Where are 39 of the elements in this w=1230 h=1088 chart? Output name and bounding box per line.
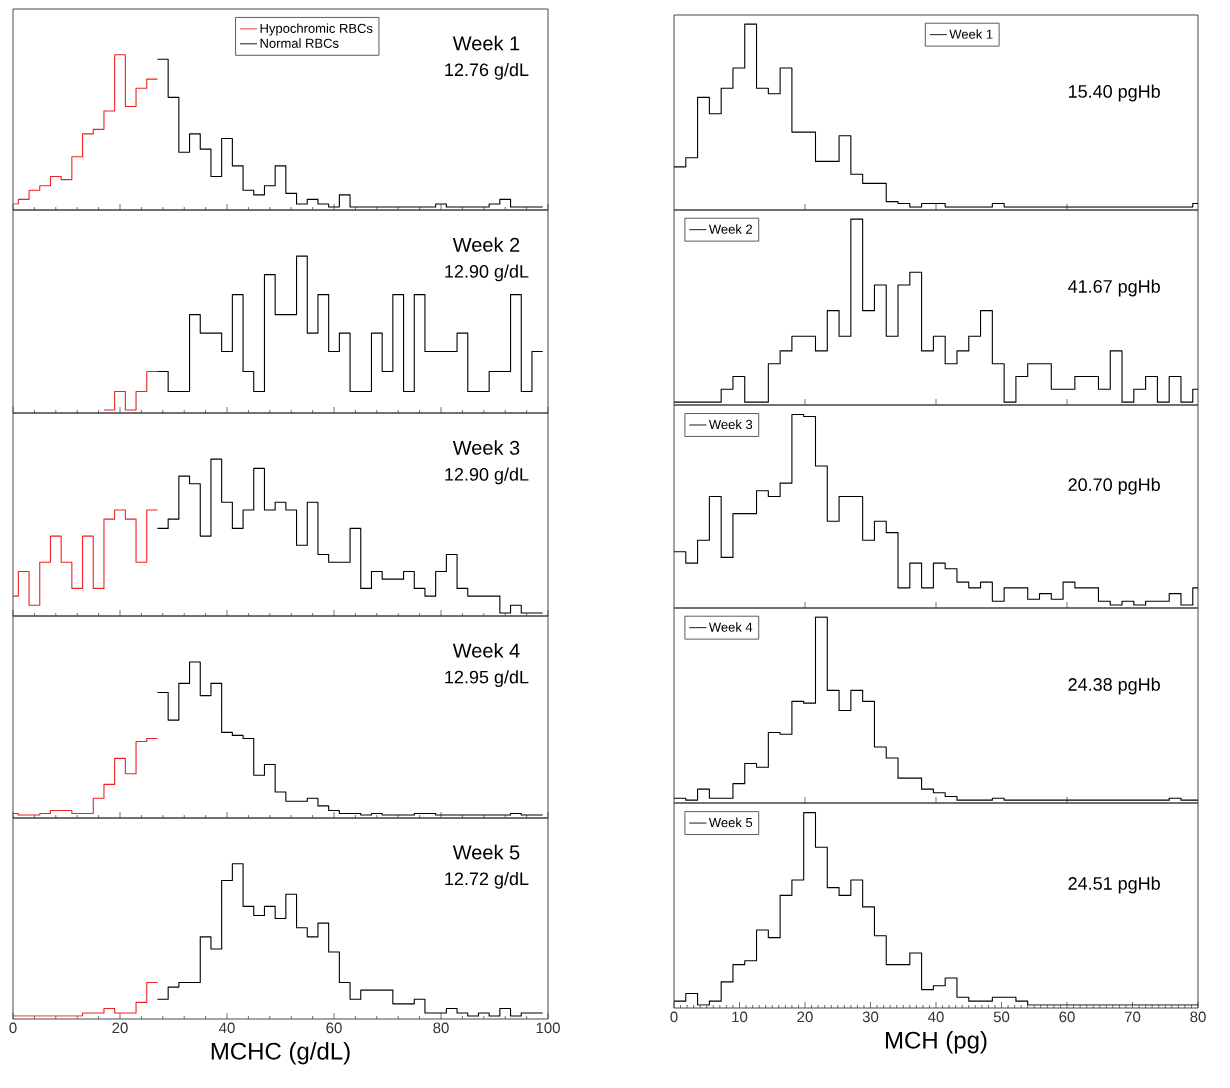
legend-label: Week 1 (949, 29, 993, 39)
x-axis-title: MCHC (g/dL) (211, 1042, 350, 1065)
annotation: 41.67 pgHb (1068, 279, 1160, 297)
annotation: 15.40 pgHb (1069, 84, 1160, 102)
annotation: 12.76 g/dL (445, 62, 529, 80)
text: Week 3 (452, 440, 520, 455)
annotation: 12.72 g/dL (445, 871, 529, 889)
x-tick-label: 10 (732, 1011, 748, 1023)
legend-label: Hypochromic RBCs (260, 23, 373, 36)
text: Week 5 (452, 844, 520, 860)
x-tick-label: 20 (112, 1022, 128, 1034)
annotation: 12.90 g/dL (445, 264, 529, 282)
annotation: 24.38 pgHb (1068, 677, 1160, 695)
x-tick-label: 40 (219, 1022, 235, 1034)
x-tick-label: 20 (797, 1011, 813, 1023)
x-tick-label: 60 (326, 1022, 342, 1034)
annotation: 12.90 g/dL (445, 467, 529, 485)
x-tick-label: 100 (536, 1022, 560, 1034)
x-tick-label: 0 (9, 1022, 17, 1034)
text: Week 2 (452, 237, 520, 252)
legend-label: Normal RBCs (260, 38, 339, 48)
x-tick-label: 0 (670, 1011, 678, 1023)
x-tick-label: 70 (1124, 1011, 1141, 1023)
x-axis-title: MCH (pg) (885, 1031, 987, 1054)
x-tick-label: 80 (433, 1022, 449, 1034)
x-tick-label: 60 (1059, 1011, 1075, 1023)
legend-label: Week 3 (708, 419, 753, 430)
x-tick-label: 80 (1190, 1011, 1206, 1023)
text: Week 1 (452, 35, 520, 51)
legend-label: Week 5 (708, 817, 753, 828)
x-tick-label: 30 (862, 1011, 879, 1023)
x-tick-label: 40 (928, 1011, 944, 1023)
text: Week 4 (452, 643, 520, 658)
x-tick-label: 50 (993, 1011, 1010, 1023)
annotation: 24.51 pgHb (1068, 876, 1160, 894)
legend-label: Week 2 (708, 224, 753, 234)
annotation: 20.70 pgHb (1068, 477, 1160, 495)
legend-label: Week 4 (708, 622, 753, 632)
annotation: 12.95 g/dL (445, 670, 529, 688)
